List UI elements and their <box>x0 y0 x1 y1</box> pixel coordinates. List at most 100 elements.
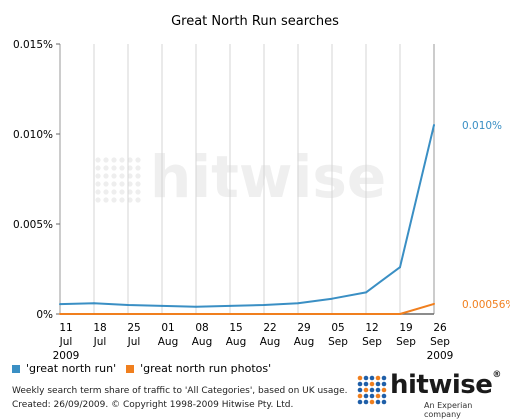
watermark-dot <box>127 189 133 195</box>
series-point <box>59 313 61 315</box>
end-label: 0.00056% <box>462 299 510 311</box>
chart-title: Great North Run searches <box>171 14 339 29</box>
series-point <box>195 313 197 315</box>
x-tick-label: 15 <box>229 322 242 334</box>
series-line-1 <box>60 302 435 315</box>
series-point <box>433 302 435 305</box>
legend-swatch-blue <box>12 364 20 373</box>
series-point <box>93 302 95 305</box>
watermark-dot <box>135 165 141 171</box>
logo-dot <box>381 393 387 399</box>
series-point <box>331 297 333 300</box>
logo-dot <box>363 387 369 393</box>
logo-dot <box>363 399 369 405</box>
x-tick-label: 01 <box>161 322 174 334</box>
y-tick-label: 0.015% <box>13 39 53 51</box>
hitwise-logo: hitwise® An Experian company <box>356 370 506 419</box>
watermark-dot <box>127 197 133 203</box>
series-point <box>93 313 95 315</box>
x-tick-label: 26 <box>433 322 447 334</box>
watermark-dot <box>135 173 141 179</box>
legend-item-great-north-run: 'great north run' <box>12 362 116 375</box>
series-point <box>297 313 299 315</box>
watermark-dot <box>127 181 133 187</box>
series-point <box>161 313 163 315</box>
x-tick-label: Aug <box>192 336 213 348</box>
x-tick-label: 2009 <box>53 350 80 360</box>
logo-dot <box>375 375 381 381</box>
logo-dot <box>381 399 387 405</box>
series-point <box>399 313 401 315</box>
watermark-dot <box>111 173 117 179</box>
x-tick-label: 05 <box>331 322 344 334</box>
hitwise-watermark: hitwise <box>95 143 386 211</box>
watermark-text: hitwise <box>150 143 386 211</box>
footer-note: Weekly search term share of traffic to '… <box>12 386 348 396</box>
watermark-dot <box>103 157 109 163</box>
logo-dot <box>369 399 375 405</box>
series-point <box>433 124 435 126</box>
watermark-dot <box>103 189 109 195</box>
logo-dot <box>369 381 375 387</box>
x-tick-label: Jul <box>93 336 107 348</box>
watermark-dot <box>103 173 109 179</box>
watermark-dot <box>111 189 117 195</box>
watermark-dot <box>103 197 109 203</box>
series-point <box>263 304 265 306</box>
logo-dot <box>375 381 381 387</box>
watermark-dot <box>111 181 117 187</box>
watermark-dot <box>95 181 101 187</box>
y-tick-labels: 0% 0.005% 0.010% 0.015% <box>13 39 60 321</box>
legend-swatch-orange <box>126 364 135 373</box>
x-tick-label: 2009 <box>427 350 454 360</box>
logo-dot <box>357 387 363 393</box>
watermark-dot <box>103 165 109 171</box>
logo-dot <box>375 399 381 405</box>
logo-dot <box>381 387 387 393</box>
logo-dot <box>363 393 369 399</box>
logo-dot <box>375 393 381 399</box>
series-point <box>127 313 129 315</box>
watermark-dot <box>111 165 117 171</box>
x-tick-label: Aug <box>226 336 247 348</box>
x-tick-label: 19 <box>399 322 412 334</box>
x-tick-label: Aug <box>294 336 315 348</box>
series-point <box>365 291 367 294</box>
series-point <box>399 266 401 269</box>
x-tick-label: 12 <box>365 322 378 334</box>
footer-copyright: Created: 26/09/2009. © Copyright 1998-20… <box>12 400 294 410</box>
logo-dot <box>363 381 369 387</box>
logo-dots-icon <box>357 375 387 405</box>
x-tick-label: 18 <box>93 322 106 334</box>
logo-dot <box>357 381 363 387</box>
logo-dot <box>381 375 387 381</box>
watermark-dot <box>119 181 125 187</box>
watermark-dot <box>95 189 101 195</box>
y-tick-label: 0.005% <box>13 219 53 231</box>
watermark-dot <box>135 181 141 187</box>
chart-series <box>59 124 435 315</box>
x-tick-label: Aug <box>260 336 281 348</box>
x-tick-label: 08 <box>195 322 208 334</box>
series-point <box>229 304 231 307</box>
logo-dot <box>363 375 369 381</box>
watermark-dot <box>119 157 125 163</box>
watermark-dot <box>95 165 101 171</box>
watermark-dot <box>95 173 101 179</box>
logo-dot <box>369 393 375 399</box>
x-tick-label: Sep <box>328 336 348 348</box>
legend-item-great-north-run-photos: 'great north run photos' <box>126 362 271 375</box>
x-tick-label: Jul <box>59 336 73 348</box>
watermark-dot <box>119 197 125 203</box>
series-point <box>365 313 367 315</box>
series-point <box>297 302 299 305</box>
logo-wordmark: hitwise® <box>390 370 501 400</box>
series-line-0 <box>59 124 435 308</box>
watermark-dot <box>119 165 125 171</box>
logo-dot <box>369 375 375 381</box>
x-tick-label: 22 <box>263 322 276 334</box>
x-tick-label: Sep <box>396 336 416 348</box>
watermark-dot <box>135 197 141 203</box>
series-point <box>331 313 333 315</box>
legend: 'great north run' 'great north run photo… <box>12 362 281 375</box>
